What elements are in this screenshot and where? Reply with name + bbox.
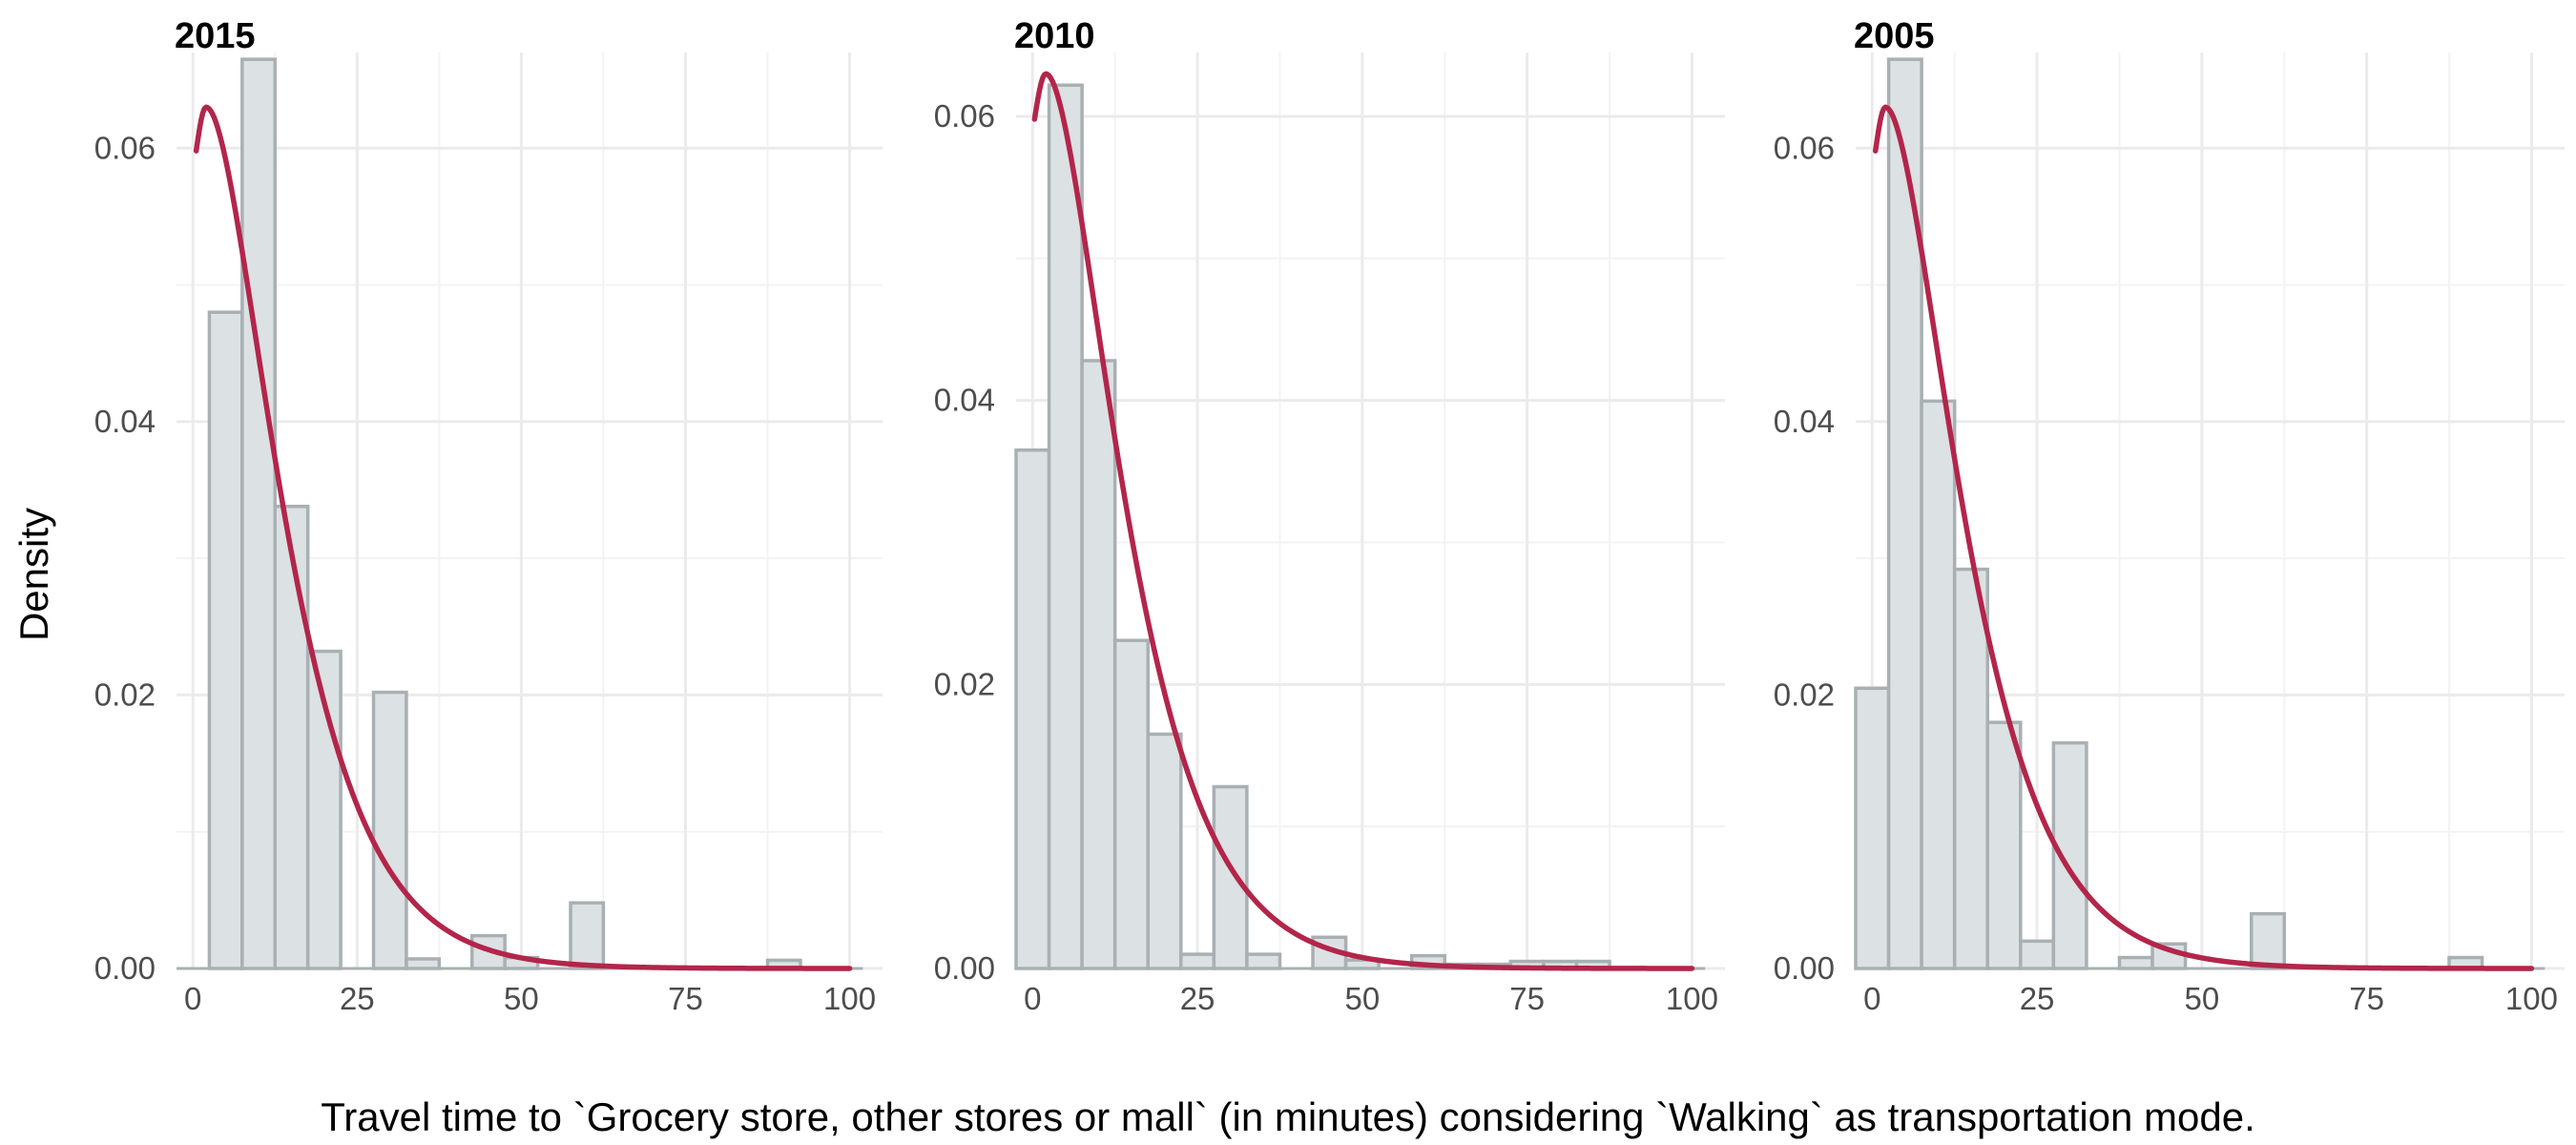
histogram-bar <box>1952 567 1989 970</box>
facet-panel-2015: 0.00 0.02 0.04 0.06 0 25 50 75 100 2015 <box>94 16 883 1016</box>
y-axis-title: Density <box>11 508 56 641</box>
histogram-bar <box>569 901 606 970</box>
y-tick-label: 0.06 <box>1774 130 1835 165</box>
density-curve <box>1872 104 2535 971</box>
y-tick-label: 0.04 <box>934 383 995 418</box>
histogram-bar <box>207 310 244 970</box>
histogram-bar <box>1080 359 1117 970</box>
x-tick-label: 0 <box>1863 981 1880 1016</box>
facet-panel-2005: 0.00 0.02 0.04 0.06 0 25 50 75 100 2005 <box>1774 16 2565 1016</box>
histogram-bar <box>1014 448 1051 970</box>
y-tick-label: 0.00 <box>1774 950 1835 986</box>
x-tick-label: 100 <box>823 981 876 1016</box>
y-tick-label: 0.04 <box>1774 404 1835 439</box>
x-tick-label: 0 <box>1024 981 1041 1016</box>
panel-title: 2005 <box>1854 16 1935 56</box>
facet-panel-2010: 0.00 0.02 0.04 0.06 0 25 50 75 100 2010 <box>934 16 1725 1016</box>
y-tick-label: 0.00 <box>934 950 995 986</box>
x-tick-label: 100 <box>2505 981 2558 1016</box>
x-tick-label: 25 <box>1180 981 1215 1016</box>
x-tick-label: 75 <box>2349 981 2384 1016</box>
y-tick-label: 0.00 <box>94 950 156 986</box>
histogram-bar <box>2249 911 2287 970</box>
panel-title: 2010 <box>1014 16 1095 56</box>
histogram-bar <box>1146 732 1183 970</box>
histogram-bar <box>273 504 310 970</box>
histogram-bar <box>371 690 408 970</box>
density-curve <box>193 104 853 971</box>
histogram-bar <box>240 57 278 970</box>
x-tick-label: 25 <box>340 981 375 1016</box>
x-tick-label: 100 <box>1666 981 1718 1016</box>
histogram-bar <box>1854 686 1891 970</box>
x-tick-label: 75 <box>668 981 703 1016</box>
y-tick-label: 0.04 <box>94 404 156 439</box>
histogram-bar <box>1886 57 1923 970</box>
y-tick-label: 0.02 <box>934 666 995 701</box>
histogram-bar <box>1112 638 1150 970</box>
x-tick-label: 0 <box>184 981 201 1016</box>
histogram-bar <box>1920 399 1957 970</box>
histogram-bar <box>1245 952 1282 970</box>
histogram-bar <box>1212 784 1249 970</box>
x-tick-label: 25 <box>2020 981 2055 1016</box>
x-tick-label: 50 <box>2185 981 2220 1016</box>
x-tick-label: 50 <box>504 981 539 1016</box>
histogram-bar <box>1985 720 2023 970</box>
x-axis-title: Travel time to `Grocery store, other sto… <box>321 1094 2255 1139</box>
y-tick-label: 0.02 <box>1774 677 1835 712</box>
facet-panels: 0.000.020.040.060 25 50 75 10020150.000.020.… <box>94 16 2565 1016</box>
histogram-bar <box>2117 955 2154 970</box>
histogram-bar <box>405 957 442 970</box>
histogram-bar <box>2019 939 2056 970</box>
density-curve <box>1031 71 1695 971</box>
panel-title: 2015 <box>175 16 256 56</box>
x-tick-label: 75 <box>1509 981 1545 1016</box>
histogram-bar <box>1179 952 1216 970</box>
y-tick-label: 0.06 <box>94 130 156 165</box>
histogram-bar <box>1047 83 1084 970</box>
x-tick-label: 50 <box>1345 981 1381 1016</box>
y-tick-label: 0.02 <box>94 677 156 712</box>
y-tick-label: 0.06 <box>934 98 995 134</box>
